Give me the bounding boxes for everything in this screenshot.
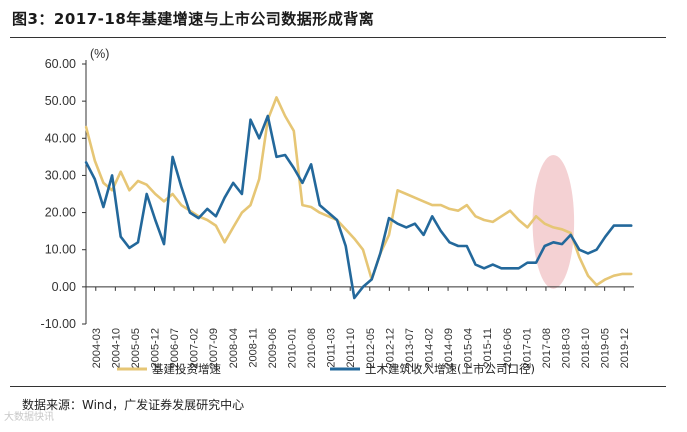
- y-axis: 60.00 50.00 40.00 30.00 20.00 10.00 0.00 -10.00: [41, 57, 87, 331]
- x-tick-label: 2019-05: [600, 328, 612, 368]
- y-axis-unit-label: (%): [90, 47, 109, 61]
- y-tick-label: -10.00: [41, 317, 76, 331]
- data-source-note: 数据来源：Wind，广发证券发展研究中心: [22, 398, 245, 412]
- x-tick-label: 2010-01: [287, 328, 299, 368]
- x-tick-label: 2017-01: [521, 328, 533, 368]
- x-tick-label: 2012-12: [384, 328, 396, 368]
- x-tick-label: 2005-12: [150, 328, 162, 368]
- x-tick-label: 2015-04: [463, 328, 475, 368]
- x-tick-label: 2011-03: [326, 328, 338, 368]
- y-tick-label: 0.00: [52, 280, 76, 294]
- x-tick-label: 2004-10: [110, 328, 122, 368]
- x-tick-label: 2006-07: [169, 328, 181, 368]
- y-tick-label: 50.00: [45, 94, 76, 108]
- legend-label-civil: 土木建筑收入增速(上市公司口径): [365, 362, 535, 376]
- x-tick-label: 2018-10: [580, 328, 592, 368]
- x-tick-label: 2017-08: [541, 328, 553, 368]
- x-tick-label: 2009-06: [267, 328, 279, 368]
- watermark: 大数据快讯: [4, 412, 54, 423]
- y-tick-label: 20.00: [45, 206, 76, 220]
- x-tick-label: 2010-08: [306, 328, 318, 368]
- y-tick-label: 30.00: [45, 168, 76, 182]
- x-tick-label: 2019-12: [619, 328, 631, 368]
- x-tick-label: 2007-02: [189, 328, 201, 368]
- x-tick-label: 2005-05: [130, 328, 142, 368]
- x-tick-label: 2015-11: [482, 328, 494, 368]
- series-line-1: [84, 114, 633, 300]
- footer-divider: [10, 386, 666, 387]
- x-tick-label: 2004-03: [91, 328, 103, 368]
- series-lines: [84, 96, 633, 300]
- highlight-ellipse: [532, 155, 575, 289]
- x-tick-label: 2008-11: [247, 328, 259, 368]
- y-tick-label: 40.00: [45, 131, 76, 145]
- x-tick-label: 2014-09: [443, 328, 455, 368]
- y-tick-label: 10.00: [45, 243, 76, 257]
- x-tick-label: 2011-10: [345, 328, 357, 368]
- x-tick-label: 2014-02: [424, 328, 436, 368]
- legend-label-infra: 基建投资增速: [152, 362, 221, 376]
- chart-title: 图3：2017-18年基建增速与上市公司数据形成背离: [12, 10, 375, 28]
- x-axis: 2004-03 2004-10 2005-05 2005-12 2006-07 2007-…: [86, 286, 634, 368]
- x-tick-label: 2012-05: [365, 328, 377, 368]
- x-tick-label: 2007-09: [208, 328, 220, 368]
- x-tick-label: 2016-06: [502, 328, 514, 368]
- x-tick-label: 2008-04: [228, 328, 240, 368]
- title-divider: [10, 37, 666, 38]
- legend: 基建投资增速 土木建筑收入增速(上市公司口径): [117, 362, 535, 376]
- series-line-0: [84, 96, 633, 287]
- x-tick-label: 2013-07: [404, 328, 416, 368]
- y-tick-label: 60.00: [45, 57, 76, 71]
- x-tick-label: 2018-03: [561, 328, 573, 368]
